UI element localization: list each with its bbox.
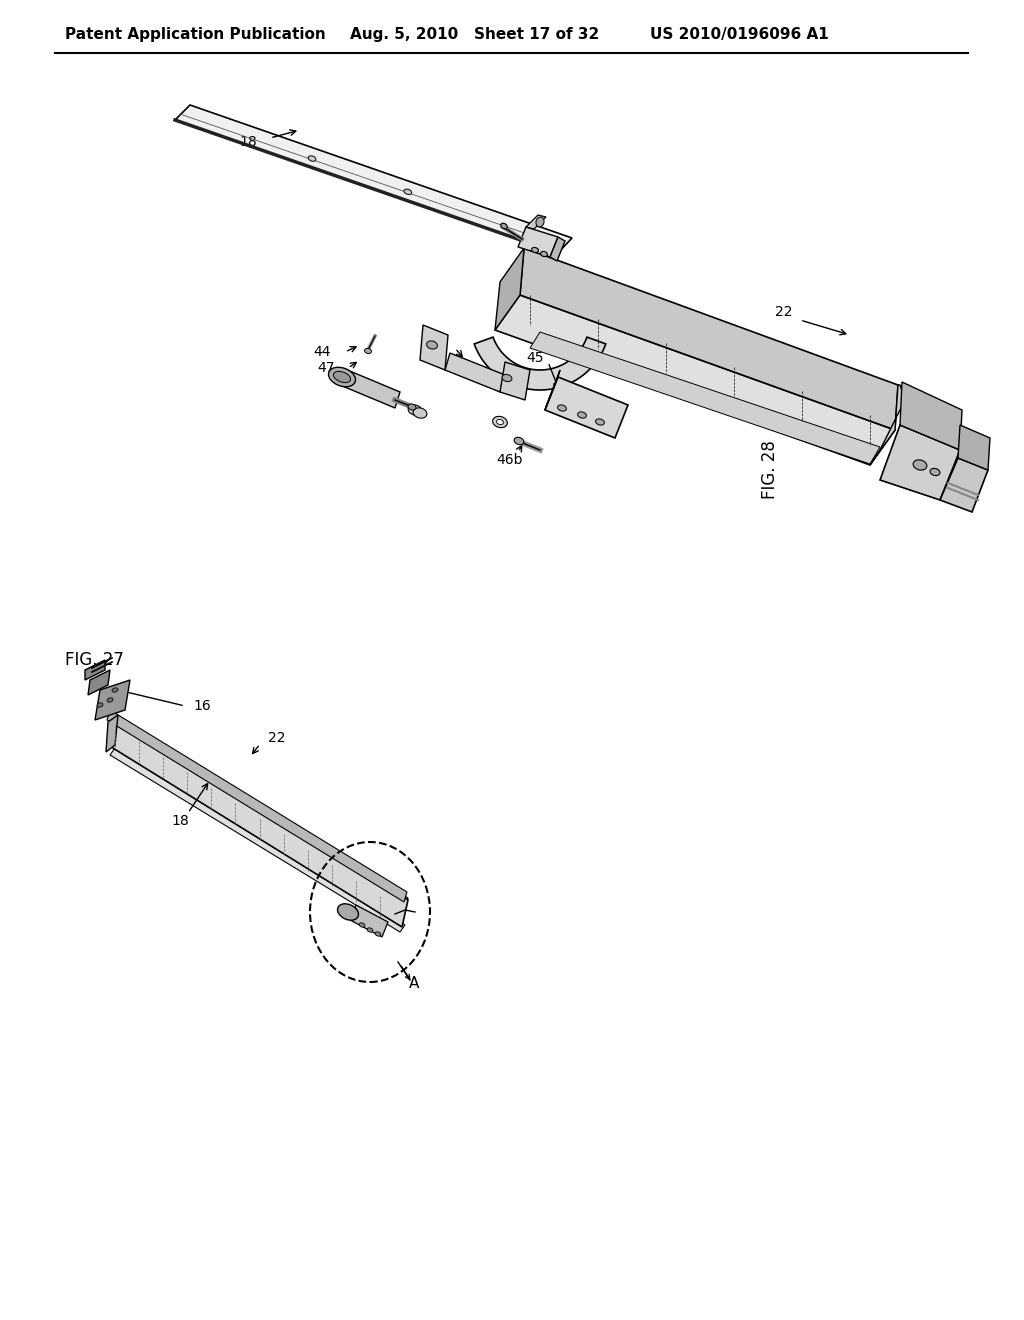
Text: FIG. 28: FIG. 28 (761, 441, 779, 499)
Ellipse shape (497, 420, 504, 425)
Text: 47: 47 (317, 360, 335, 375)
Ellipse shape (541, 251, 548, 256)
Ellipse shape (558, 405, 566, 411)
Polygon shape (495, 248, 524, 330)
Ellipse shape (108, 698, 113, 702)
Text: 46b: 46b (497, 453, 523, 467)
Polygon shape (880, 425, 961, 500)
Polygon shape (870, 385, 905, 465)
Ellipse shape (403, 189, 412, 194)
Ellipse shape (502, 375, 512, 381)
Ellipse shape (367, 928, 373, 932)
Text: A: A (409, 977, 419, 991)
Polygon shape (108, 718, 408, 906)
Ellipse shape (596, 418, 604, 425)
Text: 44: 44 (423, 338, 440, 352)
Polygon shape (175, 106, 572, 253)
Ellipse shape (501, 223, 507, 228)
Ellipse shape (427, 341, 437, 348)
Ellipse shape (408, 404, 416, 411)
Ellipse shape (365, 348, 372, 354)
Polygon shape (495, 294, 895, 465)
Polygon shape (550, 238, 565, 261)
Text: 18: 18 (171, 814, 188, 828)
Ellipse shape (409, 405, 422, 416)
Polygon shape (900, 381, 962, 450)
Text: Patent Application Publication: Patent Application Publication (65, 28, 326, 42)
Text: US 2010/0196096 A1: US 2010/0196096 A1 (650, 28, 828, 42)
Polygon shape (95, 680, 130, 719)
Polygon shape (88, 671, 110, 696)
Ellipse shape (578, 412, 587, 418)
Polygon shape (518, 227, 558, 257)
Polygon shape (520, 248, 898, 430)
Polygon shape (340, 370, 400, 408)
Ellipse shape (359, 923, 365, 927)
Ellipse shape (329, 367, 355, 387)
Ellipse shape (375, 932, 381, 936)
Ellipse shape (112, 688, 118, 692)
Text: 22: 22 (775, 305, 793, 319)
Text: FIG. 27: FIG. 27 (65, 651, 124, 669)
Ellipse shape (413, 408, 427, 418)
Polygon shape (110, 748, 406, 932)
Polygon shape (530, 333, 880, 465)
Text: 44: 44 (313, 345, 331, 359)
Ellipse shape (97, 702, 102, 708)
Polygon shape (526, 215, 546, 228)
Ellipse shape (514, 437, 524, 445)
Polygon shape (474, 337, 606, 389)
Text: 22: 22 (268, 731, 286, 744)
Ellipse shape (338, 904, 358, 920)
Text: 45: 45 (526, 351, 544, 366)
Polygon shape (500, 362, 530, 400)
Ellipse shape (308, 156, 316, 161)
Ellipse shape (913, 459, 927, 470)
Text: Aug. 5, 2010   Sheet 17 of 32: Aug. 5, 2010 Sheet 17 of 32 (350, 28, 599, 42)
Polygon shape (545, 370, 560, 411)
Ellipse shape (334, 371, 350, 383)
Polygon shape (940, 458, 988, 512)
Ellipse shape (930, 469, 940, 475)
Polygon shape (958, 425, 990, 470)
Polygon shape (420, 325, 449, 370)
Polygon shape (445, 352, 505, 392)
Polygon shape (85, 660, 105, 680)
Ellipse shape (493, 416, 507, 428)
Polygon shape (106, 710, 407, 902)
Ellipse shape (531, 247, 539, 252)
Polygon shape (106, 715, 118, 752)
Ellipse shape (536, 216, 544, 227)
Text: 18: 18 (240, 135, 257, 149)
Polygon shape (350, 906, 388, 937)
Polygon shape (108, 718, 408, 927)
Text: 16: 16 (193, 700, 211, 713)
Polygon shape (545, 378, 628, 438)
